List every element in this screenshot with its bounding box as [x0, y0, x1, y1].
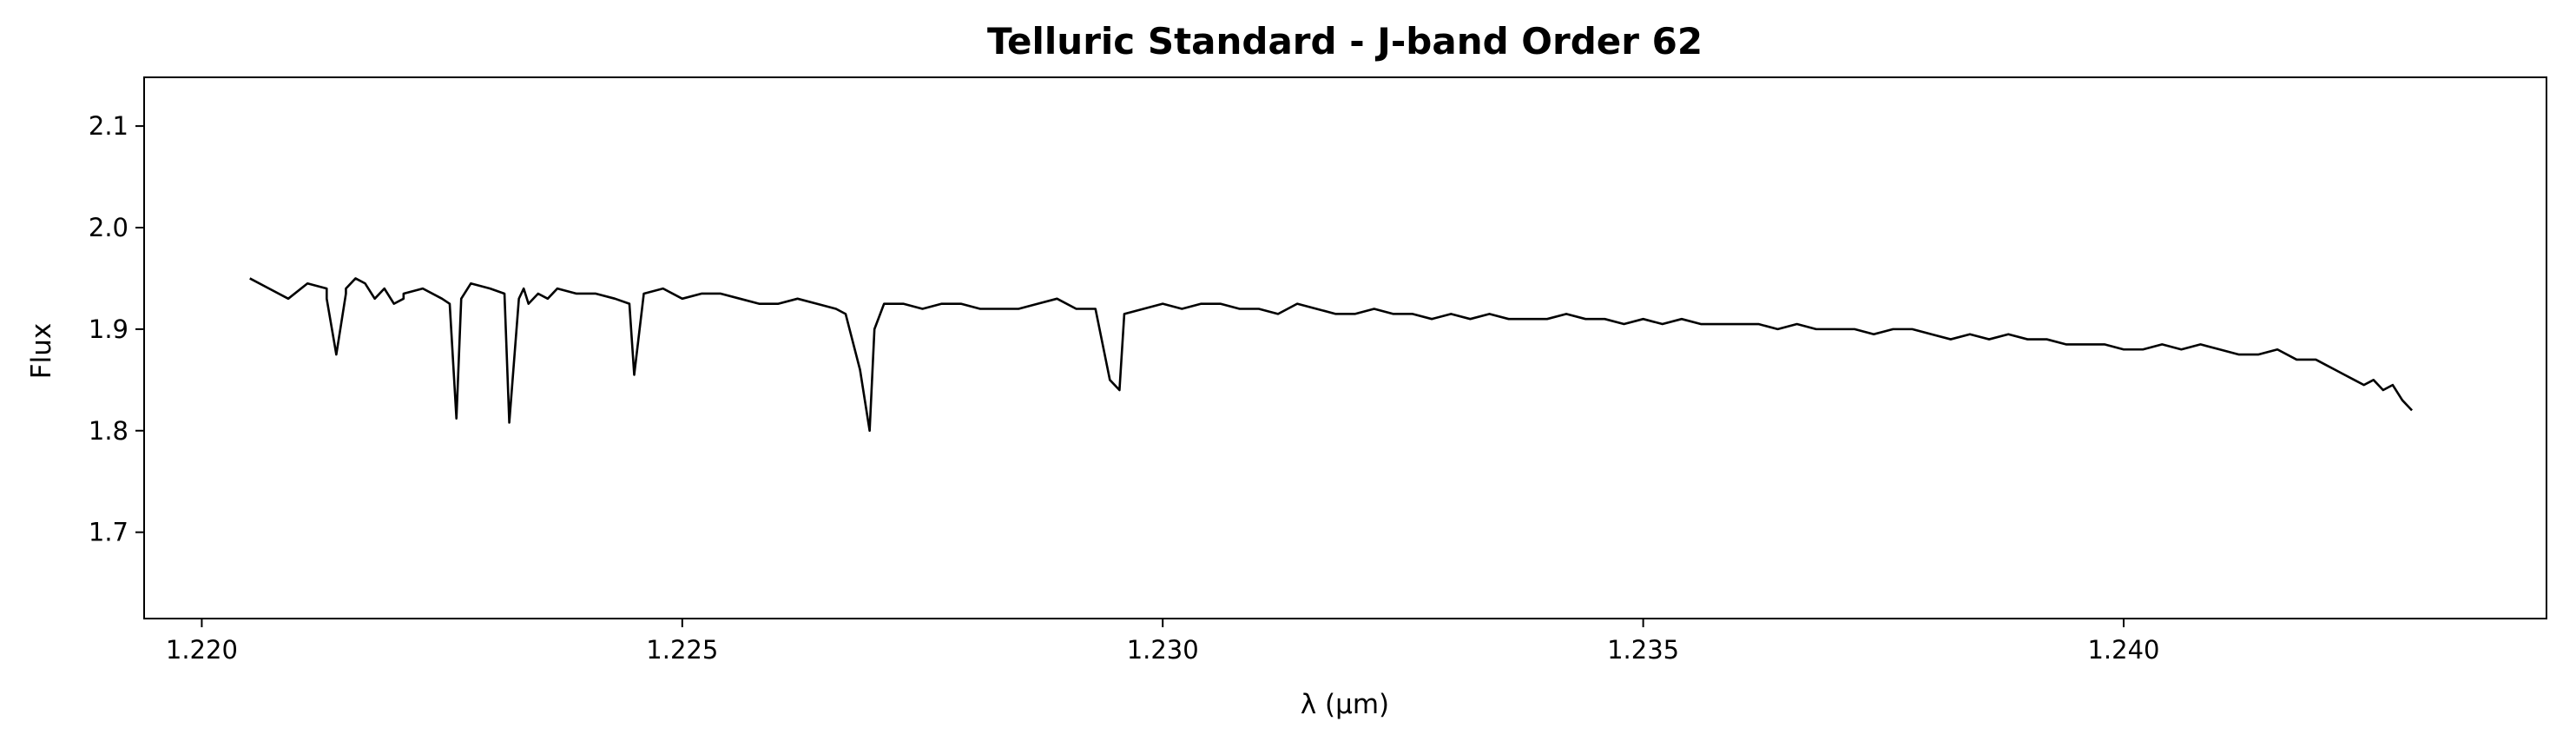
chart-title: Telluric Standard - J-band Order 62	[987, 20, 1703, 63]
y-tick-label: 1.7	[89, 518, 128, 547]
y-tick-label: 1.9	[89, 314, 128, 344]
x-axis-ticks: 1.220 1.225 1.230 1.235 1.240	[166, 619, 2160, 665]
y-tick-label: 2.0	[89, 213, 128, 242]
x-tick-label: 1.235	[1607, 635, 1679, 665]
x-tick-label: 1.230	[1127, 635, 1199, 665]
x-axis-label: λ (μm)	[1301, 689, 1389, 720]
plot-area	[249, 277, 2413, 433]
y-tick-label: 1.8	[89, 416, 128, 446]
x-tick-label: 1.240	[2087, 635, 2159, 665]
x-tick-label: 1.220	[166, 635, 238, 665]
y-tick-label: 2.1	[89, 111, 128, 141]
x-tick-label: 1.225	[646, 635, 718, 665]
y-axis-label: Flux	[26, 323, 57, 379]
series-line	[249, 277, 2413, 433]
plot-frame	[143, 76, 2547, 619]
y-axis-ticks: 1.7 1.8 1.9 2.0 2.1	[89, 111, 144, 547]
